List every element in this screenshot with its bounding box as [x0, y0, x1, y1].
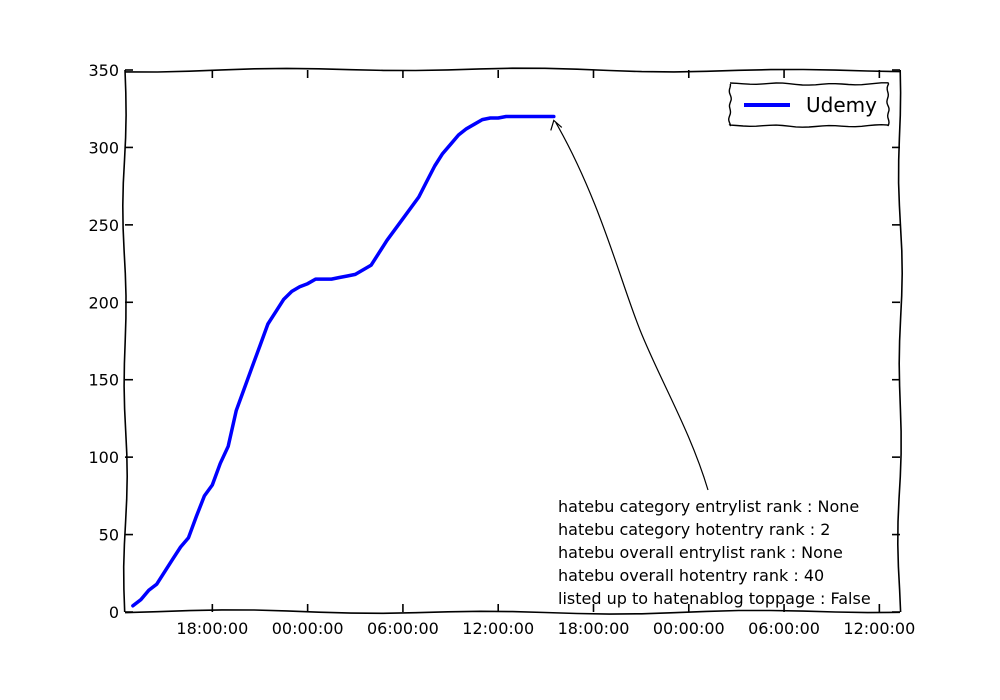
data-point [489, 117, 492, 119]
frame-top [124, 67, 901, 73]
data-point [132, 605, 134, 607]
data-point [290, 290, 293, 293]
y-tick-label: 200 [88, 293, 119, 312]
data-point [465, 128, 468, 130]
annotation-line: hatebu overall entrylist rank : None [558, 543, 843, 562]
data-point [275, 310, 277, 313]
x-tick-label: 06:00:00 [367, 619, 439, 638]
annotation: hatebu category entrylist rank : None hat… [550, 119, 871, 608]
data-point [322, 278, 325, 280]
data-point [330, 278, 333, 280]
series-line-udemy [131, 114, 556, 608]
annotation-line: listed up to hatenablog toppage : False [558, 589, 871, 608]
plot-frame [121, 67, 904, 615]
data-point [314, 278, 317, 280]
x-tick-label: 00:00:00 [272, 619, 344, 638]
data-point [195, 515, 198, 517]
data-point [259, 344, 261, 347]
data-point [402, 217, 404, 220]
data-point [346, 275, 349, 277]
data-point [529, 115, 531, 118]
data-point [433, 165, 436, 167]
data-point [545, 115, 547, 118]
frame-left [121, 69, 129, 613]
data-point [219, 462, 222, 465]
annotation-line: hatebu overall hotentry rank : 40 [558, 566, 824, 585]
data-point [473, 123, 476, 125]
legend-label: Udemy [806, 93, 877, 117]
series-layer [131, 114, 556, 608]
data-point [251, 366, 253, 369]
data-point [227, 445, 230, 448]
data-point [449, 143, 452, 146]
data-point [306, 282, 309, 285]
data-point [505, 115, 507, 118]
y-tick-label: 0 [109, 603, 119, 622]
x-tick-label: 18:00:00 [176, 619, 248, 638]
data-point [552, 115, 555, 118]
data-point [457, 134, 460, 136]
frame-right [896, 69, 904, 613]
data-point [521, 115, 523, 118]
x-tick-label: 06:00:00 [748, 619, 820, 638]
data-point [187, 536, 190, 539]
data-point [243, 388, 245, 390]
y-tick-label: 300 [88, 138, 119, 157]
x-tick-label: 00:00:00 [653, 619, 725, 638]
y-tick-label: 350 [88, 61, 119, 80]
annotation-arrowhead [550, 119, 563, 131]
data-point [148, 589, 150, 592]
annotation-arrow [555, 122, 709, 491]
data-point [338, 276, 341, 279]
data-point [481, 118, 484, 121]
data-point [155, 583, 158, 585]
data-point [163, 570, 166, 573]
data-point [171, 558, 174, 561]
frame-bottom [124, 609, 901, 615]
axis-ticks: 0 50 100 150 200 250 300 350 18:00:00 00:00:00 06:… [88, 61, 915, 638]
annotation-line: hatebu category hotentry rank : 2 [558, 520, 830, 539]
data-point [370, 264, 372, 266]
data-point [267, 323, 269, 325]
y-tick-label: 250 [88, 216, 119, 235]
data-point [203, 495, 206, 497]
x-tick-label: 18:00:00 [558, 619, 630, 638]
legend: Udemy [727, 82, 890, 128]
data-point [211, 484, 214, 486]
data-point [298, 286, 301, 288]
y-tick-label: 150 [88, 371, 119, 390]
data-point [354, 273, 357, 276]
data-point [179, 546, 182, 548]
data-point [235, 409, 237, 412]
data-point [441, 152, 444, 155]
data-point [386, 239, 388, 242]
data-point [497, 117, 500, 119]
annotation-line: hatebu category entrylist rank : None [558, 497, 859, 516]
x-tick-label: 12:00:00 [462, 619, 534, 638]
legend-box [727, 82, 890, 128]
y-tick-label: 50 [99, 526, 119, 545]
data-point [283, 298, 285, 300]
x-tick-label: 12:00:00 [843, 619, 915, 638]
data-point [140, 598, 142, 601]
data-point [418, 196, 420, 198]
data-point [537, 115, 539, 118]
data-point [425, 180, 428, 183]
y-tick-label: 100 [88, 448, 119, 467]
data-point [513, 115, 515, 118]
